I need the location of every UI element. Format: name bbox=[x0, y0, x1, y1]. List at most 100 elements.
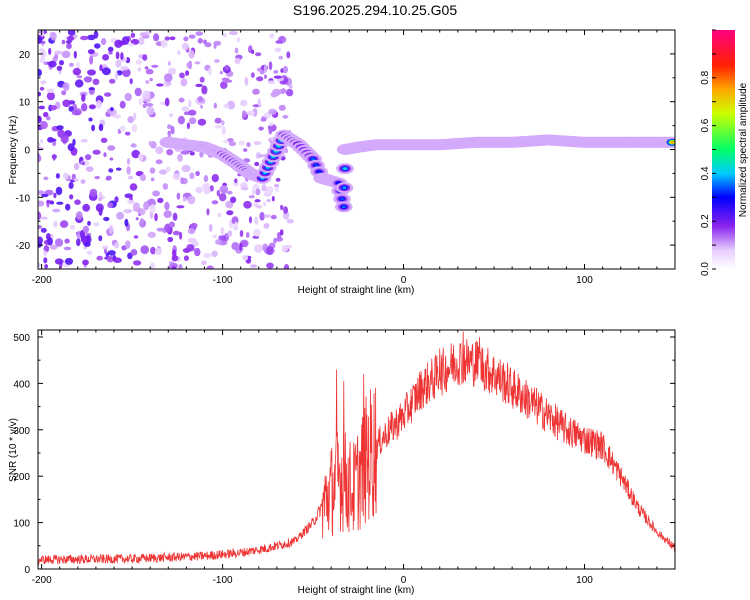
noise-speckle bbox=[211, 174, 219, 183]
x-tick-label: 0 bbox=[401, 575, 407, 586]
colorbar-ticks: 0.0 0.2 0.4 0.6 0.8 bbox=[700, 29, 716, 276]
noise-speckle bbox=[202, 183, 209, 190]
spectrogram-x-ticks: -200 -100 0 100 bbox=[32, 30, 676, 286]
noise-speckle bbox=[226, 190, 233, 195]
noise-speckle bbox=[38, 105, 45, 110]
noise-speckle bbox=[75, 211, 83, 220]
noise-speckle bbox=[107, 46, 114, 53]
noise-speckle bbox=[185, 70, 190, 76]
noise-speckle bbox=[145, 68, 154, 75]
noise-speckle bbox=[98, 191, 103, 199]
noise-speckle bbox=[82, 259, 89, 266]
noise-speckle bbox=[234, 221, 238, 230]
spectrogram-y-ticks: -20 -10 0 10 20 bbox=[16, 29, 675, 270]
noise-speckle bbox=[38, 68, 42, 77]
noise-speckle bbox=[106, 255, 115, 263]
noise-speckle bbox=[74, 79, 84, 88]
noise-speckle bbox=[38, 262, 41, 268]
y-tick-label: -20 bbox=[16, 241, 31, 252]
noise-speckle bbox=[166, 149, 174, 156]
noise-speckle bbox=[39, 57, 46, 63]
noise-speckle bbox=[239, 243, 243, 251]
noise-speckle bbox=[143, 201, 150, 211]
snr-panel: -200 -100 0 100 0 100 200 300 400 500 Height of … bbox=[8, 329, 676, 596]
noise-speckle bbox=[38, 142, 41, 147]
noise-speckle bbox=[270, 214, 277, 220]
noise-speckle bbox=[110, 107, 114, 112]
noise-speckle bbox=[171, 266, 177, 269]
noise-speckle bbox=[114, 196, 119, 203]
noise-speckle bbox=[253, 141, 262, 145]
noise-speckle bbox=[139, 32, 149, 37]
noise-speckle bbox=[154, 247, 163, 255]
noise-speckle bbox=[130, 32, 136, 38]
noise-speckle bbox=[164, 201, 170, 211]
colorbar-tick-label: 0.8 bbox=[700, 70, 711, 84]
noise-speckle bbox=[214, 59, 220, 63]
x-tick-label: -100 bbox=[213, 575, 233, 586]
noise-speckle bbox=[55, 186, 63, 196]
noise-speckle bbox=[76, 61, 80, 70]
noise-speckle bbox=[236, 36, 241, 43]
noise-speckle bbox=[283, 206, 288, 214]
noise-speckle bbox=[211, 200, 219, 205]
noise-speckle bbox=[219, 185, 229, 193]
noise-speckle bbox=[73, 178, 79, 182]
noise-speckle bbox=[39, 86, 45, 91]
noise-speckle bbox=[195, 186, 203, 194]
noise-speckle bbox=[240, 101, 248, 107]
noise-speckle bbox=[227, 138, 234, 142]
noise-speckle bbox=[95, 100, 102, 109]
noise-speckle bbox=[40, 139, 43, 143]
noise-speckle bbox=[56, 201, 64, 205]
noise-speckle bbox=[189, 172, 195, 180]
ridge-point bbox=[670, 141, 675, 144]
noise-speckle bbox=[251, 49, 255, 55]
noise-speckle bbox=[149, 167, 156, 174]
noise-speckle bbox=[234, 57, 241, 65]
noise-speckle bbox=[165, 166, 171, 173]
noise-speckle bbox=[199, 151, 204, 158]
noise-speckle bbox=[203, 175, 209, 183]
noise-speckle bbox=[146, 200, 152, 204]
noise-speckle bbox=[39, 48, 44, 52]
noise-speckle bbox=[87, 69, 96, 76]
noise-speckle bbox=[171, 255, 179, 262]
noise-speckle bbox=[275, 236, 283, 242]
noise-speckle bbox=[280, 204, 284, 211]
noise-speckle bbox=[230, 196, 237, 204]
noise-speckle bbox=[162, 183, 169, 190]
noise-speckle bbox=[163, 210, 172, 219]
noise-speckle bbox=[234, 47, 239, 54]
noise-speckle bbox=[60, 134, 69, 144]
noise-speckle bbox=[190, 222, 198, 229]
snr-y-label: SNR (10 * v/v) bbox=[8, 418, 19, 482]
noise-speckle bbox=[121, 36, 130, 45]
noise-speckle bbox=[222, 33, 228, 38]
noise-speckle bbox=[171, 249, 177, 257]
noise-speckle bbox=[115, 51, 120, 60]
noise-speckle bbox=[44, 189, 54, 196]
noise-speckle bbox=[88, 87, 96, 91]
noise-speckle bbox=[225, 79, 233, 83]
noise-speckle bbox=[194, 247, 201, 257]
noise-speckle bbox=[178, 97, 185, 103]
x-tick-label: -100 bbox=[213, 275, 233, 286]
noise-speckle bbox=[144, 66, 149, 70]
noise-speckle bbox=[43, 176, 49, 181]
noise-speckle bbox=[278, 55, 283, 60]
noise-speckle bbox=[46, 200, 54, 204]
colorbar-tick-label: 0.6 bbox=[700, 118, 711, 132]
noise-speckle bbox=[140, 174, 146, 182]
noise-speckle bbox=[107, 202, 114, 209]
noise-speckle bbox=[38, 225, 42, 229]
snr-y-ticks: 0 100 200 300 400 500 bbox=[13, 333, 675, 576]
noise-speckle bbox=[142, 54, 148, 61]
noise-speckle bbox=[71, 110, 81, 116]
noise-speckle bbox=[40, 80, 47, 85]
noise-speckle bbox=[84, 154, 92, 161]
noise-speckle bbox=[220, 81, 228, 89]
ridge-point bbox=[342, 186, 347, 189]
